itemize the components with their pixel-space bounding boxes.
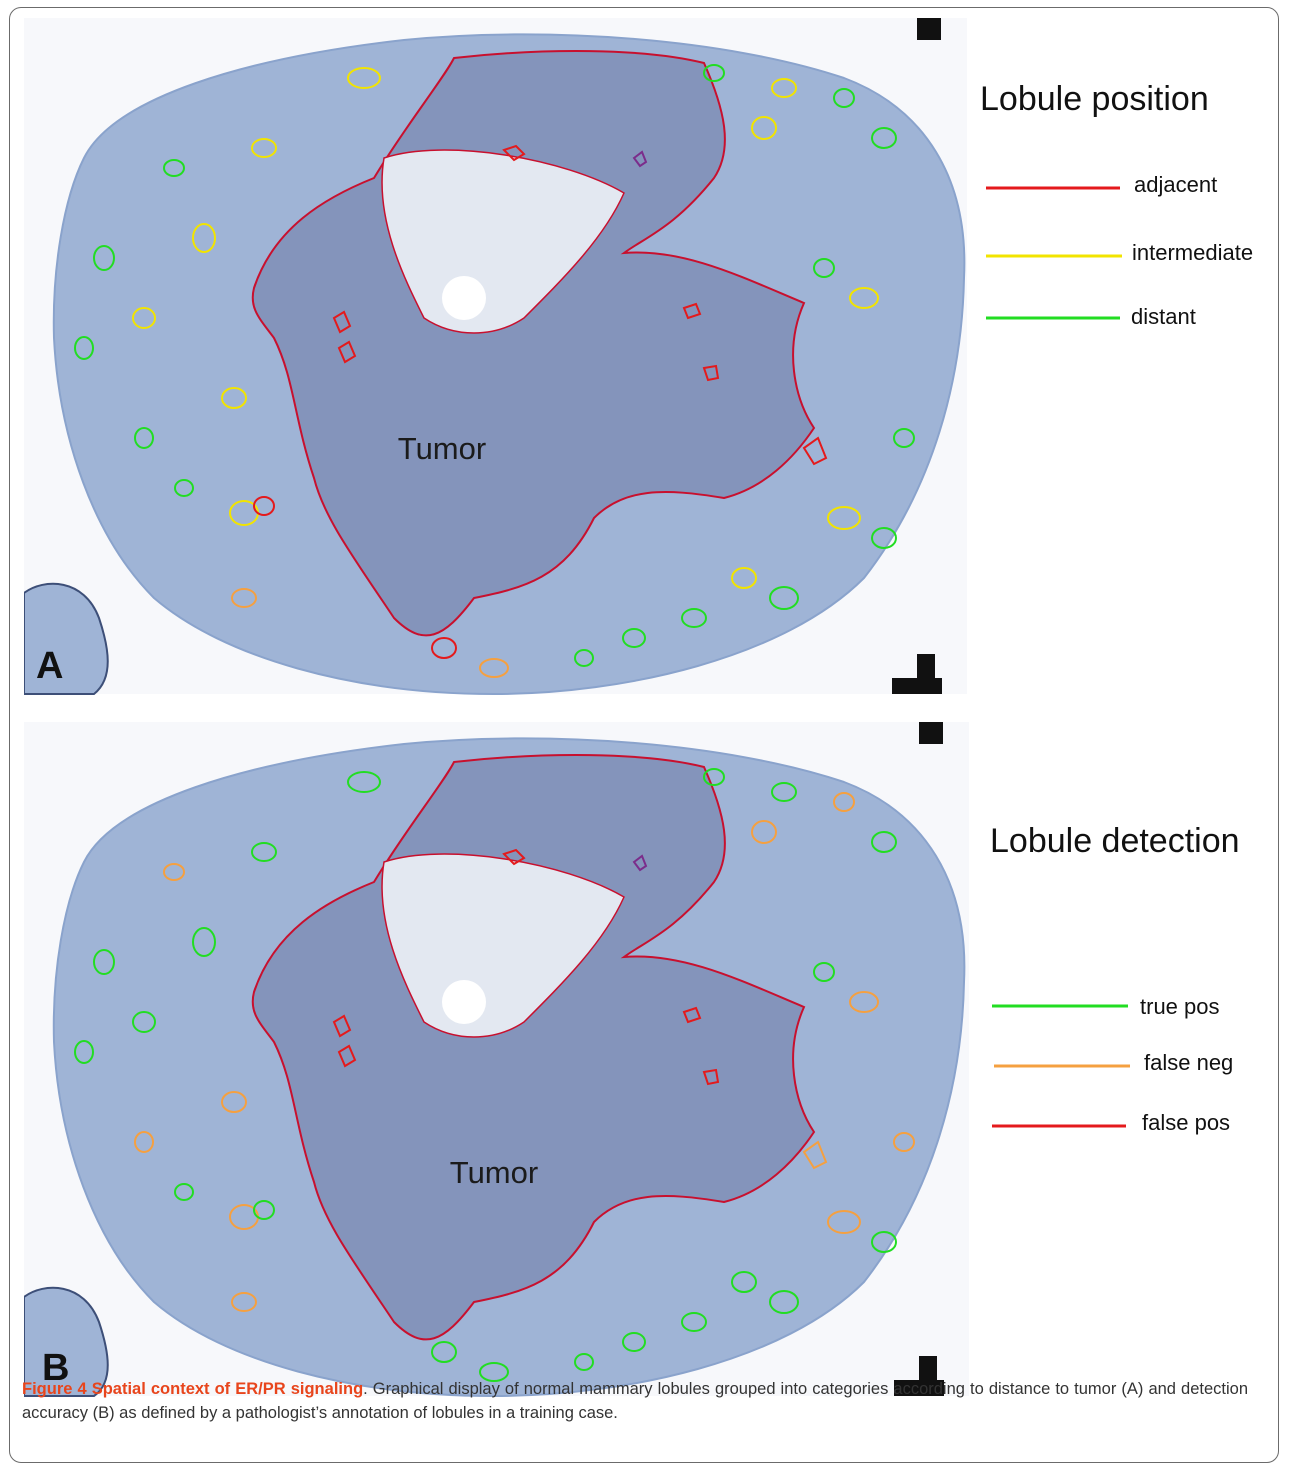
panel-letter: A — [36, 645, 63, 687]
legend-label-distant: distant — [1131, 304, 1196, 329]
legend: adjacent intermediate distant — [986, 172, 1253, 329]
scale-bar-horizontal — [892, 678, 942, 694]
central-cavity — [381, 853, 625, 1038]
tissue-fragment — [24, 1286, 109, 1397]
lumen-hole — [442, 276, 486, 320]
lobule-outlines — [74, 768, 915, 1382]
legend-title: Lobule detection — [990, 822, 1240, 860]
tumor-label: Tumor — [450, 1155, 538, 1190]
legend-label-intermediate: intermediate — [1132, 240, 1253, 265]
panel-letter: B — [42, 1347, 69, 1389]
legend-title: Lobule position — [980, 80, 1209, 118]
figure-caption: Figure 4 Spatial context of ER/PR signal… — [22, 1377, 1248, 1425]
scale-bar-top — [917, 18, 941, 40]
lumen-hole — [442, 980, 486, 1024]
caption-title: Figure 4 Spatial context of ER/PR signal… — [22, 1380, 364, 1398]
scale-bar-top — [919, 722, 943, 744]
panel-b-graphic: Tumor B Lobule detection true pos false … — [24, 722, 1240, 1398]
caption-body: . Graphical display of normal mammary lo… — [22, 1380, 1248, 1422]
tissue-fragment — [24, 582, 109, 695]
central-cavity — [381, 149, 625, 334]
legend-label-false-pos: false pos — [1142, 1110, 1230, 1135]
tumor-label: Tumor — [398, 431, 486, 466]
legend-label-false-neg: false neg — [1144, 1050, 1233, 1075]
panel-b: Tumor B Lobule detection true pos false … — [24, 722, 1274, 1402]
panel-a-graphic: Tumor A Lobule position adjacent interme… — [24, 18, 1253, 696]
legend: true pos false neg false pos — [992, 994, 1233, 1135]
scale-bar-horizontal — [894, 1380, 944, 1396]
lobule-outlines — [74, 64, 915, 678]
legend-label-true-pos: true pos — [1140, 994, 1220, 1019]
legend-label-adjacent: adjacent — [1134, 172, 1217, 197]
panel-a: Tumor A Lobule position adjacent interme… — [24, 18, 1274, 698]
